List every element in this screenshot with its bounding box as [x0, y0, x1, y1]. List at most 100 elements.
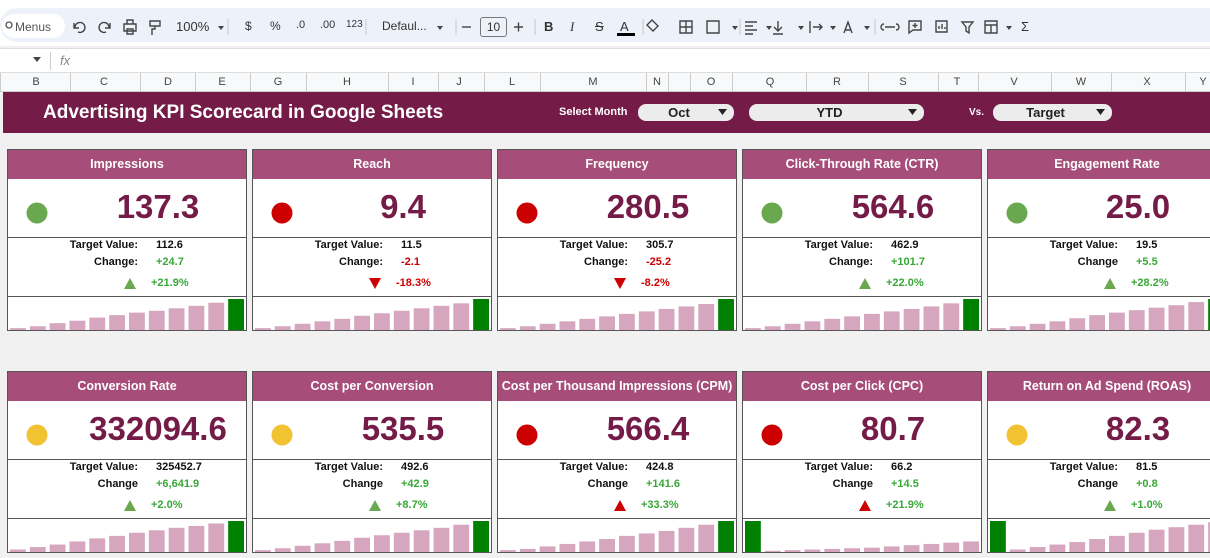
target-value: 325452.7	[156, 461, 202, 473]
column-letter[interactable]: H	[343, 76, 351, 88]
spark-bar	[764, 550, 781, 552]
column-letter[interactable]: I	[411, 76, 415, 88]
search-text[interactable]: Menus	[15, 20, 52, 34]
column-letter[interactable]: M	[588, 76, 598, 88]
column-letter[interactable]: X	[1143, 76, 1151, 88]
column-letter[interactable]: O	[706, 76, 716, 88]
status-dot	[516, 202, 538, 224]
spark-bar	[393, 310, 410, 330]
spark-bar	[923, 543, 940, 552]
caret	[732, 26, 738, 30]
sparkline	[745, 299, 979, 330]
toolbar-icon	[773, 21, 783, 35]
dropdown-value[interactable]: Oct	[668, 105, 690, 120]
column-letter[interactable]: E	[218, 76, 226, 88]
spark-bar	[453, 303, 470, 330]
column-letter[interactable]: N	[653, 76, 661, 88]
kpi-card: Engagement Rate 25.0 Target Value: 19.5 Chan…	[987, 149, 1210, 331]
caret	[798, 26, 804, 30]
toolbar-font-size[interactable]: 10	[486, 20, 501, 34]
toolbar-icon	[73, 21, 86, 34]
column-border	[484, 73, 485, 92]
column-letter[interactable]: R	[833, 76, 841, 88]
spark-bar	[1089, 315, 1105, 330]
column-letter[interactable]: S	[899, 76, 907, 88]
card-header	[253, 372, 491, 401]
toolbar-number_format[interactable]: 123	[346, 19, 363, 30]
toolbar-icon	[514, 22, 523, 32]
spark-bar	[1208, 522, 1210, 552]
spark-bar	[678, 306, 695, 330]
spark-bar	[559, 543, 576, 552]
spark-bar	[129, 532, 145, 552]
spark-bar	[1069, 542, 1086, 552]
spark-bar	[1049, 544, 1066, 552]
column-border	[1185, 73, 1186, 92]
toolbar-icon	[960, 21, 975, 35]
toolbar-increase_decimal[interactable]: .00	[320, 19, 336, 31]
toolbar-italic[interactable]: I	[570, 19, 575, 34]
font-size-box[interactable]	[480, 17, 507, 37]
column-letter[interactable]: Y	[1199, 76, 1207, 88]
arrow	[124, 278, 136, 289]
sparkline	[745, 521, 979, 552]
spark-bar	[519, 548, 536, 552]
divider	[8, 237, 246, 238]
column-letter[interactable]: W	[1075, 76, 1087, 88]
toolbar-zoom[interactable]: 100%	[176, 19, 210, 34]
toolbar-text_color[interactable]: A	[620, 19, 629, 34]
column-letter[interactable]: C	[100, 76, 108, 88]
status-circle	[26, 202, 48, 224]
kpi-card: Conversion Rate 332094.6 Target Value: 3254…	[7, 371, 247, 553]
dropdown-value[interactable]: YTD	[816, 105, 843, 120]
column-letter[interactable]: J	[456, 76, 462, 88]
spark-bar	[658, 530, 675, 552]
toolbar-decrease_decimal[interactable]: .0	[296, 19, 306, 31]
toolbar-strikethrough[interactable]: S	[595, 19, 604, 34]
direction-arrow	[369, 500, 381, 511]
kpi-card: Reach 9.4 Target Value: 11.5 Change: -2.1 -18.…	[252, 149, 492, 331]
column-letter[interactable]: G	[273, 76, 283, 88]
status-dot	[271, 424, 293, 446]
arrow	[124, 500, 136, 511]
column-border	[690, 73, 691, 92]
column-letter[interactable]: T	[953, 76, 961, 88]
dropdown[interactable]: Target	[993, 104, 1112, 121]
caret	[218, 26, 224, 30]
card-header	[8, 150, 246, 179]
spark-bar	[314, 321, 331, 330]
formula-bar: fx	[0, 48, 1210, 73]
toolbar-percent[interactable]: %	[270, 19, 281, 33]
arrow	[614, 278, 626, 289]
change-label: Change:	[339, 256, 383, 268]
icon	[5, 21, 13, 29]
spark-bar	[188, 305, 205, 330]
column-letter[interactable]: D	[164, 76, 172, 88]
column-letter[interactable]: Q	[765, 76, 775, 88]
dropdown[interactable]: YTD	[749, 104, 924, 121]
card-title: Impressions	[90, 157, 164, 171]
column-letter[interactable]: B	[32, 76, 40, 88]
toolbar-bold[interactable]: B	[544, 19, 554, 34]
change-label: Change	[1077, 256, 1118, 268]
name-box-caret[interactable]	[33, 57, 41, 63]
spark-bar	[1148, 529, 1165, 552]
column-letter[interactable]: L	[508, 76, 516, 88]
arrow	[369, 278, 381, 289]
dropdown-value[interactable]: Target	[1026, 105, 1065, 120]
column-letter[interactable]: V	[1010, 76, 1018, 88]
change-pct: +1.0%	[1131, 499, 1163, 511]
spark-bar	[1128, 310, 1145, 330]
spark-bar	[49, 323, 66, 330]
change-value: +0.8	[1136, 478, 1158, 490]
banner: Advertising KPI Scorecard in Google Shee…	[3, 92, 1210, 133]
change-value: +14.5	[891, 478, 919, 490]
toolbar-font[interactable]: Defaul...	[382, 19, 427, 33]
change-label: Change:	[94, 256, 138, 268]
target-value: 462.9	[891, 239, 919, 251]
toolbar-functions[interactable]: Σ	[1021, 19, 1030, 34]
dropdown[interactable]: Oct	[638, 104, 734, 121]
toolbar-currency[interactable]: $	[245, 19, 252, 33]
card-header	[743, 150, 981, 179]
status-dot	[1006, 202, 1028, 224]
